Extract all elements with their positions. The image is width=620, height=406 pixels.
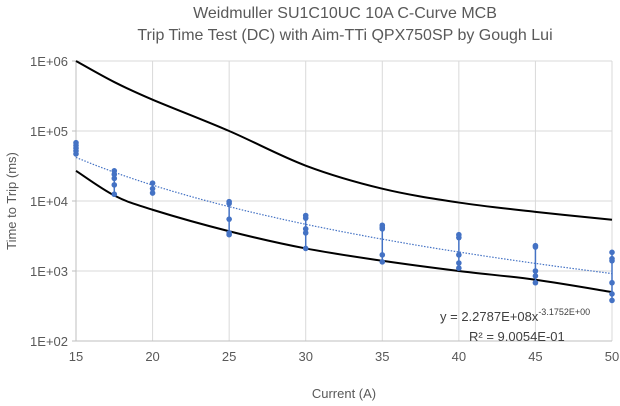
data-point: [532, 279, 539, 286]
data-point: [111, 175, 118, 182]
data-point: [149, 185, 156, 192]
data-point: [226, 200, 232, 207]
data-point: [111, 191, 118, 198]
x-tick-label: 50: [605, 349, 619, 364]
x-tick-label: 30: [298, 349, 312, 364]
data-point: [532, 268, 539, 274]
data-point: [73, 151, 79, 157]
data-point: [226, 231, 232, 238]
y-tick-label: 1E+04: [30, 194, 68, 209]
data-point: [302, 215, 309, 221]
data-point: [456, 252, 462, 258]
x-tick-label: 15: [69, 349, 83, 364]
lower-limit-curve: [75, 169, 613, 294]
x-tick-label: 40: [452, 349, 466, 364]
data-point: [149, 190, 156, 196]
chart-title-line-1: Weidmuller SU1C10UC 10A C-Curve MCB: [193, 5, 497, 22]
gridlines: [75, 60, 613, 342]
trendline: [75, 156, 613, 275]
y-axis-label: Time to Trip (ms): [4, 152, 19, 250]
data-point: [379, 252, 386, 258]
data-point: [456, 265, 462, 271]
data-point: [379, 259, 386, 265]
y-tick-label: 1E+02: [30, 334, 68, 349]
chart-title-line-2: Trip Time Test (DC) with Aim-TTi QPX750S…: [137, 27, 552, 44]
power-trendline: [75, 156, 613, 275]
x-tick-label: 35: [375, 349, 389, 364]
trendline-equation-base: y = 2.2787E+08x: [440, 309, 539, 324]
data-point: [226, 216, 232, 222]
data-point: [111, 182, 118, 188]
data-point: [609, 297, 615, 304]
y-tick-label: 1E+03: [30, 264, 68, 279]
x-axis-label: Current (A): [312, 386, 376, 401]
trendline-r-squared: R² = 9.0054E-01: [469, 329, 565, 344]
data-point: [302, 230, 309, 236]
data-point: [532, 244, 539, 250]
data-point: [609, 291, 615, 297]
upper-limit-curve: [75, 60, 613, 221]
x-tick-label: 45: [528, 349, 542, 364]
data-point: [111, 171, 118, 178]
data-point: [609, 249, 615, 256]
data-points: [73, 139, 615, 304]
data-point: [609, 279, 615, 286]
trendline-equation-exponent: -3.1752E+00: [538, 307, 590, 317]
data-point: [302, 245, 309, 252]
data-point: [609, 257, 615, 264]
data-point: [149, 180, 156, 186]
x-tick-label: 25: [222, 349, 236, 364]
limit-curves: [75, 60, 613, 294]
data-point: [456, 260, 462, 266]
data-point: [302, 226, 309, 232]
trendline-equation: y = 2.2787E+08x-3.1752E+00: [440, 307, 590, 324]
x-axis-ticks: 15 20 25 30 35 40 45 50: [69, 349, 619, 364]
x-tick-label: 20: [145, 349, 159, 364]
data-point: [532, 273, 539, 279]
data-point: [379, 226, 386, 232]
y-tick-label: 1E+06: [30, 54, 68, 69]
data-point: [456, 234, 462, 241]
y-axis-ticks: 1E+06 1E+05 1E+04 1E+03 1E+02: [30, 54, 76, 349]
y-tick-label: 1E+05: [30, 124, 68, 139]
